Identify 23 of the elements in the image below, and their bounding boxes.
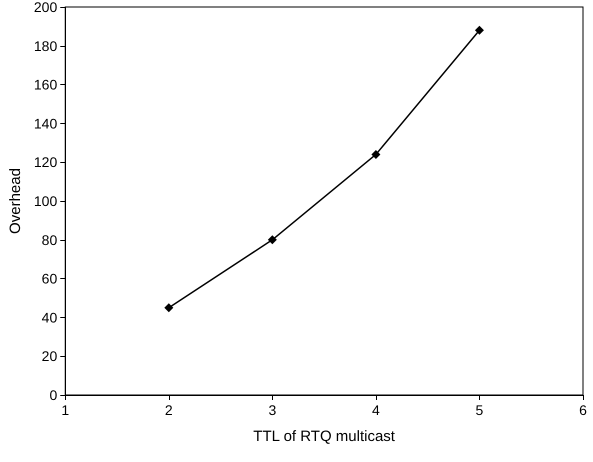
x-tick-label: 3	[268, 402, 276, 418]
y-tick-label: 160	[34, 76, 58, 93]
y-tick-label: 140	[34, 115, 58, 132]
point	[164, 303, 174, 312]
point	[371, 150, 380, 159]
y-tick-label: 120	[34, 154, 58, 170]
y-tick-label: 20	[42, 348, 58, 364]
y-tick-label: 40	[42, 309, 58, 326]
x-tick-label: 4	[372, 402, 380, 418]
x-tick-label: 6	[579, 402, 588, 418]
point	[268, 235, 277, 244]
point	[474, 26, 484, 35]
x-tick-label: 5	[476, 402, 484, 418]
x-tick-label: 1	[61, 402, 70, 418]
y-tick-label: 60	[42, 270, 58, 287]
y-axis-title: Overhead	[7, 168, 24, 234]
y-tick-label: 200	[34, 0, 58, 15]
y-tick-label: 0	[49, 387, 58, 403]
x-axis-title: TTL of RTQ multicast	[253, 428, 396, 445]
y-tick-label: 180	[34, 38, 58, 54]
y-tick-label: 80	[42, 232, 58, 248]
x-tick-label: 2	[164, 402, 173, 418]
y-tick-label: 100	[34, 193, 58, 209]
